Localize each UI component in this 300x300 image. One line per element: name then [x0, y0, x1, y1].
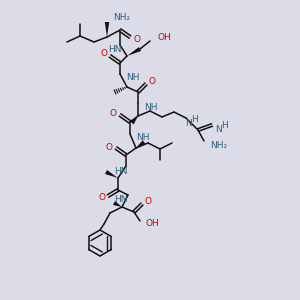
- Polygon shape: [130, 116, 138, 124]
- Text: HN: HN: [108, 46, 122, 55]
- Text: H: H: [221, 122, 228, 130]
- Text: NH₂: NH₂: [113, 13, 130, 22]
- Text: HN: HN: [114, 196, 128, 205]
- Polygon shape: [113, 201, 122, 207]
- Text: NH: NH: [136, 134, 149, 142]
- Text: O: O: [100, 50, 107, 58]
- Text: O: O: [145, 196, 152, 206]
- Text: O: O: [106, 142, 112, 152]
- Text: NH₂: NH₂: [210, 142, 227, 151]
- Text: OH: OH: [146, 220, 160, 229]
- Text: N: N: [186, 118, 192, 127]
- Text: O: O: [110, 110, 116, 118]
- Text: NH: NH: [144, 103, 158, 112]
- Text: N: N: [215, 124, 222, 134]
- Polygon shape: [127, 47, 141, 56]
- Text: NH: NH: [126, 74, 140, 82]
- Text: O: O: [98, 194, 106, 202]
- Text: HN: HN: [114, 167, 128, 176]
- Polygon shape: [105, 170, 118, 178]
- Text: H: H: [192, 116, 198, 124]
- Text: OH: OH: [158, 34, 172, 43]
- Polygon shape: [105, 22, 109, 37]
- Text: O: O: [148, 76, 155, 85]
- Text: O: O: [134, 34, 140, 43]
- Polygon shape: [136, 140, 145, 148]
